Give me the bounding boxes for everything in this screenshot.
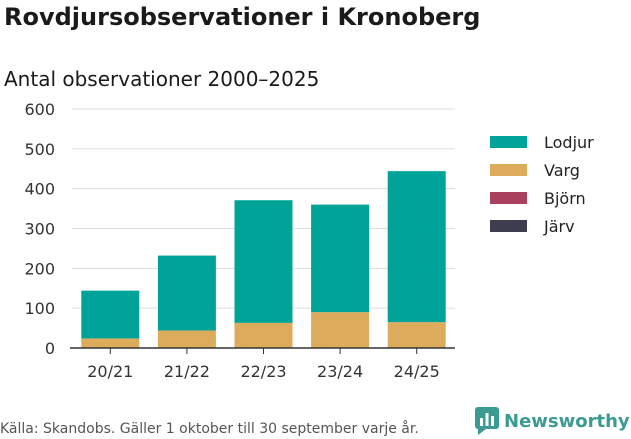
bar-varg-20-21 <box>81 338 140 348</box>
legend-item-varg: Varg <box>490 156 594 184</box>
chart-subtitle: Antal observationer 2000–2025 <box>4 67 320 91</box>
y-tick-label-400: 400 <box>24 180 55 199</box>
newsworthy-logo-text: Newsworthy <box>504 410 630 432</box>
x-tick-label-24-25: 24/25 <box>394 362 440 381</box>
y-tick-label-0: 0 <box>45 339 55 358</box>
newsworthy-logo: Newsworthy <box>475 407 630 435</box>
x-tick-label-21-22: 21/22 <box>164 362 210 381</box>
y-tick-label-200: 200 <box>24 259 55 278</box>
y-tick-label-100: 100 <box>24 299 55 318</box>
bar-lodjur-20-21 <box>81 290 140 339</box>
source-note: Källa: Skandobs. Gäller 1 oktober till 3… <box>0 421 419 437</box>
y-tick-label-600: 600 <box>24 100 55 119</box>
bar-varg-24-25 <box>387 322 446 348</box>
x-tick-label-20-21: 20/21 <box>87 362 133 381</box>
bar-lodjur-21-22 <box>157 255 216 331</box>
legend-label-bjorn: Björn <box>544 188 586 208</box>
chart-legend: Lodjur Varg Björn Järv <box>490 128 594 240</box>
legend-swatch-varg <box>490 164 527 176</box>
bar-lodjur-22-23 <box>234 200 293 323</box>
y-tick-label-500: 500 <box>24 140 55 159</box>
bar-chart: 0 100 200 300 400 500 600 20/21 21/22 22/23 23/24 2… <box>24 100 455 381</box>
bar-lodjur-23-24 <box>311 204 370 313</box>
legend-label-lodjur: Lodjur <box>544 132 594 152</box>
legend-swatch-bjorn <box>490 192 527 204</box>
x-tick-label-22-23: 22/23 <box>240 362 286 381</box>
y-tick-label-300: 300 <box>24 220 55 239</box>
bar-varg-21-22 <box>157 330 216 348</box>
legend-item-jarv: Järv <box>490 212 594 240</box>
legend-label-varg: Varg <box>544 160 580 180</box>
bar-varg-23-24 <box>311 312 370 348</box>
bar-lodjur-24-25 <box>387 171 446 323</box>
chart-title: Rovdjursobservationer i Kronoberg <box>4 3 481 31</box>
legend-swatch-lodjur <box>490 136 527 148</box>
legend-item-lodjur: Lodjur <box>490 128 594 156</box>
legend-swatch-jarv <box>490 220 527 232</box>
x-tick-label-23-24: 23/24 <box>317 362 363 381</box>
legend-item-bjorn: Björn <box>490 184 594 212</box>
newsworthy-logo-icon <box>475 407 499 435</box>
bar-varg-22-23 <box>234 322 293 348</box>
legend-label-jarv: Järv <box>544 216 575 236</box>
